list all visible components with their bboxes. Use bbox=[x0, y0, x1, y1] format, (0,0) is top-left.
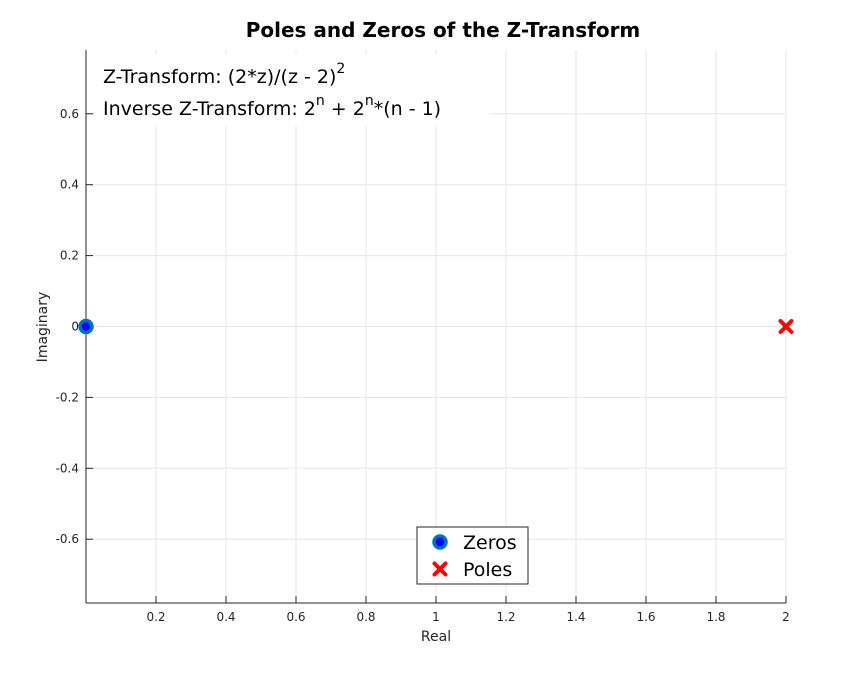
legend-label: Zeros bbox=[463, 532, 517, 554]
x-tick-label: 1.6 bbox=[636, 610, 655, 624]
annotation-text-segment: Inverse Z-Transform: 2 bbox=[103, 98, 316, 120]
annotation-z-transform-text: Z-Transform: (2*z)/(z - 2) bbox=[103, 66, 336, 88]
data-marks bbox=[78, 318, 794, 335]
annotation-superscript: n bbox=[365, 93, 374, 109]
annotation-background bbox=[95, 55, 490, 125]
annotation-text-segment: + 2 bbox=[325, 98, 365, 120]
zero-marker bbox=[78, 318, 94, 335]
pole-marker bbox=[778, 319, 794, 334]
x-tick-label: 0.2 bbox=[146, 610, 165, 624]
tick-labels: 0.2 0.4 0.6 0.8 1 1.2 1.4 1.6 1.8 2 0.6 0.4 0.2 0 -0.2… bbox=[56, 107, 790, 624]
x-tick-label: 0.6 bbox=[286, 610, 305, 624]
y-axis-label: Imaginary bbox=[35, 292, 51, 363]
legend-label: Poles bbox=[463, 559, 512, 581]
legend-pole-marker bbox=[432, 561, 448, 577]
y-tick-label: 0.4 bbox=[60, 178, 79, 192]
legend-zero-marker bbox=[432, 534, 448, 550]
chart-title: Poles and Zeros of the Z-Transform bbox=[246, 18, 641, 42]
y-tick-label: 0.2 bbox=[60, 249, 79, 263]
x-tick-label: 1.2 bbox=[496, 610, 515, 624]
legend-item: Poles bbox=[432, 559, 512, 581]
y-tick-label: -0.6 bbox=[56, 532, 79, 546]
legend-item: Zeros bbox=[432, 532, 517, 554]
x-tick-label: 2 bbox=[782, 610, 790, 624]
x-tick-label: 1 bbox=[432, 610, 440, 624]
y-tick-label: -0.4 bbox=[56, 461, 79, 475]
x-tick-label: 0.8 bbox=[356, 610, 375, 624]
y-tick-label: 0 bbox=[71, 320, 79, 334]
annotation-z-transform-sup: 2 bbox=[336, 61, 345, 77]
legend: Zeros Poles bbox=[416, 526, 529, 585]
x-axis-label: Real bbox=[421, 629, 451, 645]
annotation-text-segment: *(n - 1) bbox=[374, 98, 441, 120]
annotation-superscript: n bbox=[316, 93, 325, 109]
x-tick-label: 1.4 bbox=[566, 610, 585, 624]
y-tick-label: 0.6 bbox=[60, 107, 79, 121]
annotation-box: Z-Transform: (2*z)/(z - 2)2 Inverse Z-Tr… bbox=[95, 55, 490, 125]
x-tick-label: 0.4 bbox=[216, 610, 235, 624]
annotation-inverse-z-transform: Inverse Z-Transform: 2n + 2n*(n - 1) bbox=[103, 93, 441, 120]
x-tick-label: 1.8 bbox=[706, 610, 725, 624]
annotation-z-transform: Z-Transform: (2*z)/(z - 2)2 bbox=[103, 61, 345, 88]
y-tick-label: -0.2 bbox=[56, 390, 79, 404]
